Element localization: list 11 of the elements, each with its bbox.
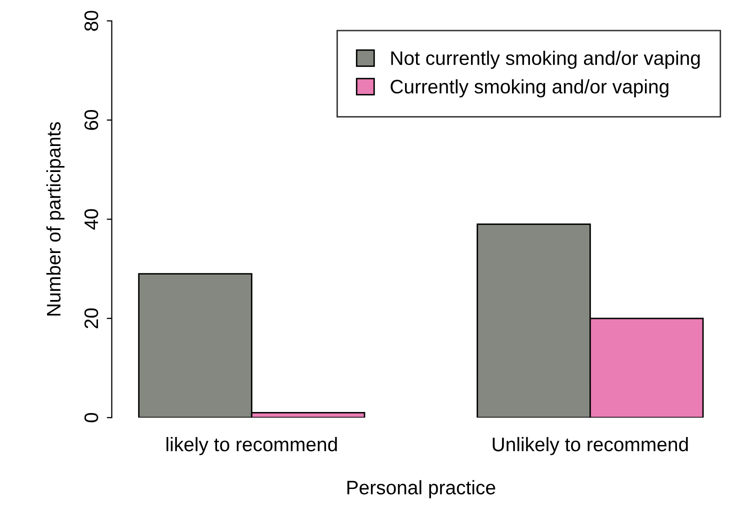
y-tick-label: 60 (84, 110, 98, 130)
y-tick-label: 0 (84, 412, 98, 422)
legend-label: Not currently smoking and/or vaping (391, 50, 700, 69)
x-axis-title: Personal practice (347, 480, 496, 498)
y-tick-label: 20 (84, 308, 98, 328)
y-tick-label: 40 (84, 209, 98, 230)
x-tick-label: Unlikely to recommend (492, 437, 688, 456)
x-tick-label: likely to recommend (166, 437, 337, 456)
y-tick-label: 80 (84, 10, 98, 31)
legend-label: Currently smoking and/or vaping (390, 79, 668, 98)
y-axis-title: Number of participants (46, 122, 64, 316)
